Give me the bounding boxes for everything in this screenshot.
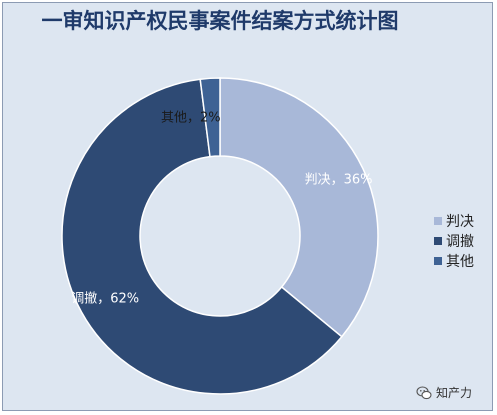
- legend-label: 判决: [446, 214, 474, 230]
- legend-swatch: [434, 217, 442, 225]
- data-label-diaoche: 调撤，62%: [71, 291, 139, 307]
- data-label-panjue: 判决，36%: [305, 173, 373, 188]
- legend-item-qita: 其他: [434, 251, 474, 271]
- slice-panjue: [219, 77, 379, 338]
- data-label-qita: 其他，2%: [161, 111, 221, 126]
- legend-item-diaoche: 调撤: [434, 231, 474, 251]
- legend-swatch: [434, 257, 442, 265]
- wechat-icon: [416, 385, 432, 399]
- legend: 判决 调撤 其他: [434, 211, 474, 271]
- legend-item-panjue: 判决: [434, 211, 474, 231]
- legend-swatch: [434, 237, 442, 245]
- watermark: 知产力: [416, 384, 472, 401]
- slice-diaoche: [61, 78, 343, 395]
- legend-label: 其他: [446, 254, 474, 270]
- slice-qita: [199, 77, 221, 158]
- legend-label: 调撤: [446, 234, 474, 250]
- watermark-text: 知产力: [436, 386, 473, 400]
- chart-title: 一审知识产权民事案件结案方式统计图: [41, 8, 399, 33]
